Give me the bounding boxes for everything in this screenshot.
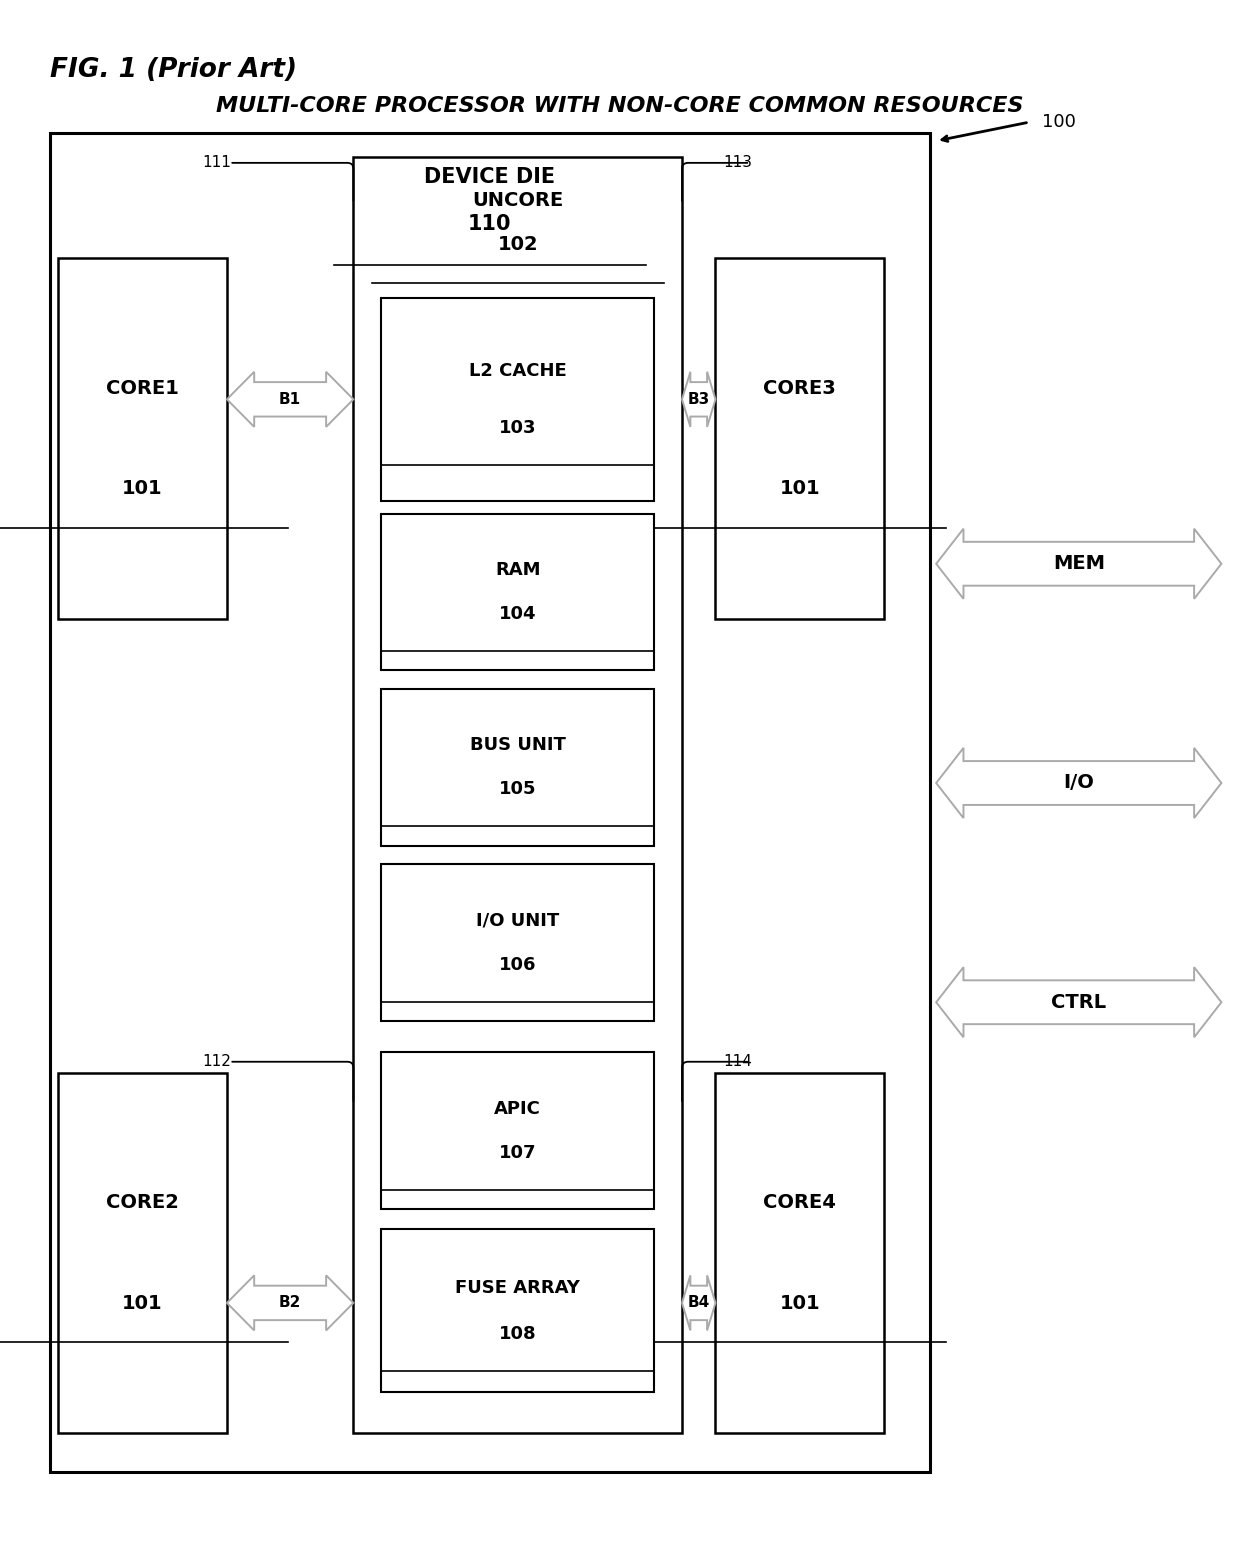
Polygon shape	[936, 749, 1221, 817]
Text: APIC: APIC	[495, 1099, 541, 1118]
Text: CORE3: CORE3	[764, 379, 836, 398]
Text: B3: B3	[688, 392, 709, 407]
Polygon shape	[936, 968, 1221, 1037]
Text: MULTI-CORE PROCESSOR WITH NON-CORE COMMON RESOURCES: MULTI-CORE PROCESSOR WITH NON-CORE COMMO…	[216, 97, 1024, 116]
Text: 100: 100	[1042, 113, 1075, 132]
Bar	[58, 1073, 227, 1433]
Bar	[50, 133, 930, 1472]
Text: B4: B4	[688, 1295, 709, 1311]
Bar	[715, 1073, 884, 1433]
Text: RAM: RAM	[495, 561, 541, 579]
Text: CORE4: CORE4	[764, 1193, 836, 1212]
Text: 105: 105	[498, 780, 537, 799]
Polygon shape	[227, 371, 353, 428]
Text: 101: 101	[780, 479, 820, 498]
Text: I/O UNIT: I/O UNIT	[476, 911, 559, 930]
Text: CTRL: CTRL	[1052, 993, 1106, 1012]
Polygon shape	[227, 1275, 353, 1331]
Bar	[382, 514, 655, 670]
Bar	[382, 298, 655, 501]
Text: I/O: I/O	[1064, 774, 1094, 792]
Text: DEVICE DIE: DEVICE DIE	[424, 168, 556, 186]
Bar	[382, 864, 655, 1021]
Bar	[382, 689, 655, 846]
Text: FIG. 1 (Prior Art): FIG. 1 (Prior Art)	[50, 58, 296, 83]
Text: CORE1: CORE1	[107, 379, 179, 398]
Bar	[353, 157, 682, 1433]
Polygon shape	[682, 371, 715, 428]
Text: L2 CACHE: L2 CACHE	[469, 362, 567, 381]
Bar	[382, 1052, 655, 1209]
Text: 114: 114	[723, 1054, 753, 1070]
Text: 101: 101	[123, 479, 162, 498]
Text: CORE2: CORE2	[107, 1193, 179, 1212]
Text: 104: 104	[498, 604, 537, 623]
Text: 110: 110	[467, 215, 512, 233]
Text: FUSE ARRAY: FUSE ARRAY	[455, 1279, 580, 1297]
Text: 101: 101	[780, 1294, 820, 1312]
Text: 113: 113	[723, 155, 753, 171]
Polygon shape	[936, 529, 1221, 598]
Text: 102: 102	[497, 235, 538, 254]
Text: MEM: MEM	[1053, 554, 1105, 573]
Text: 107: 107	[498, 1143, 537, 1162]
Text: BUS UNIT: BUS UNIT	[470, 736, 565, 755]
Text: 101: 101	[123, 1294, 162, 1312]
Bar	[715, 258, 884, 619]
Text: B1: B1	[279, 392, 301, 407]
Bar	[382, 1229, 655, 1392]
Text: 106: 106	[498, 955, 537, 974]
Text: B2: B2	[279, 1295, 301, 1311]
Bar	[58, 258, 227, 619]
Text: 111: 111	[202, 155, 232, 171]
Polygon shape	[682, 1275, 715, 1331]
Text: 112: 112	[202, 1054, 232, 1070]
Text: 108: 108	[498, 1325, 537, 1342]
Text: 103: 103	[498, 418, 537, 437]
Text: UNCORE: UNCORE	[472, 191, 563, 210]
